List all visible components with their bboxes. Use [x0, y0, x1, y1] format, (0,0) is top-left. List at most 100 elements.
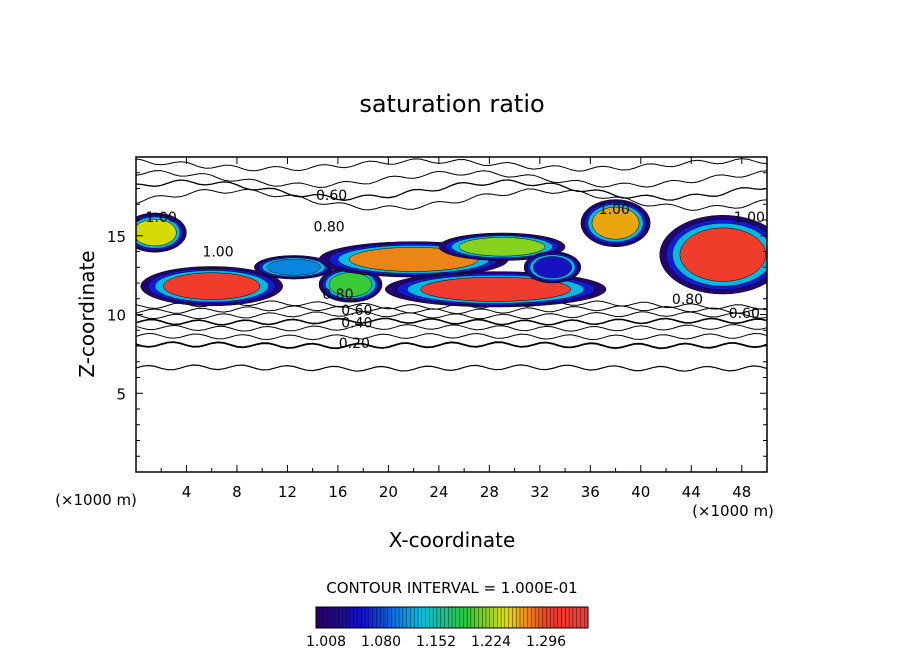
colorbar-frame	[315, 606, 589, 629]
colorbar-cell	[572, 606, 578, 629]
x-tick-label: 16	[328, 483, 347, 501]
y-tick-label: 10	[107, 307, 126, 325]
colorbar-cell	[342, 606, 347, 629]
colorbar-cell	[364, 606, 370, 629]
colorbar-tick-label: 1.224	[471, 634, 511, 650]
x-unit-left: (×1000 m)	[55, 491, 137, 509]
colorbar-cell	[455, 606, 461, 629]
contour-line	[136, 170, 767, 189]
colorbar-cell	[500, 606, 506, 629]
supersaturation-region	[163, 272, 261, 300]
colorbar-cell	[497, 606, 502, 629]
colorbar-cell	[553, 606, 559, 629]
colorbar-tick-label: 1.296	[526, 634, 566, 650]
colorbar-cell	[444, 606, 449, 629]
colorbar-cell	[315, 606, 321, 629]
colorbar-cell	[580, 606, 585, 629]
x-tick-label: 48	[732, 483, 751, 501]
colorbar-cell	[493, 606, 498, 629]
supersaturation-region	[679, 227, 766, 282]
colorbar-cell	[334, 606, 340, 629]
supersaturation-region	[420, 277, 572, 302]
contour-label: 0.20	[339, 336, 370, 352]
colorbar-cell	[527, 606, 532, 629]
colorbar-cell	[451, 606, 457, 629]
contour-line	[136, 324, 767, 332]
colorbar-cell	[353, 606, 359, 629]
colorbar-cell	[327, 606, 332, 629]
colorbar-cell	[504, 606, 510, 629]
colorbar-cell	[330, 606, 336, 629]
supersaturation-region	[591, 206, 640, 240]
colorbar-cell	[357, 606, 362, 629]
colorbar-cell	[470, 606, 476, 629]
colorbar-tick-label: 1.008	[306, 634, 346, 650]
y-tick-label: 5	[116, 385, 126, 403]
colorbar-cell	[568, 606, 574, 629]
colorbar-cell	[534, 606, 540, 629]
colorbar-cell	[429, 606, 434, 629]
colorbar-cell	[474, 606, 479, 629]
colorbar-cell	[376, 606, 381, 629]
contour-label: 1.00	[202, 245, 233, 261]
colorbar-cell	[338, 606, 343, 629]
colorbar-cell	[448, 606, 453, 629]
x-unit-right: (×1000 m)	[692, 502, 774, 520]
supersaturation-region	[136, 218, 177, 247]
contour-label: 0.80	[672, 292, 703, 308]
contour-label: 1.00	[734, 210, 765, 226]
x-tick-label: 24	[429, 483, 448, 501]
contour-label: 0.60	[316, 188, 347, 204]
colorbar-cell	[512, 606, 517, 629]
colorbar-cell	[372, 606, 377, 629]
colorbar: 1.008 1.080 1.152 1.224 1.296	[306, 606, 589, 650]
x-tick-label: 32	[530, 483, 549, 501]
colorbar-cell	[516, 606, 521, 629]
supersaturation-region	[458, 237, 546, 257]
colorbar-tick-label: 1.080	[361, 634, 401, 650]
colorbar-cell	[380, 606, 385, 629]
colorbar-tick-label: 1.152	[416, 634, 456, 650]
colorbar-cell	[349, 606, 355, 629]
colorbar-cell	[383, 606, 389, 629]
contour-label: 1.00	[146, 210, 177, 226]
supersaturation-region	[266, 258, 321, 276]
supersaturation-field	[136, 199, 767, 308]
colorbar-cell	[436, 606, 442, 629]
colorbar-cell	[550, 606, 555, 629]
y-tick-label: 15	[107, 228, 126, 246]
colorbar-cell	[421, 606, 427, 629]
contour-label: 0.80	[314, 219, 345, 235]
colorbar-cell	[361, 606, 366, 629]
colorbar-cell	[542, 606, 547, 629]
colorbar-cell	[402, 606, 408, 629]
contour-label: 1.00	[599, 202, 630, 218]
colorbar-cell	[538, 606, 544, 629]
colorbar-cell	[576, 606, 581, 629]
y-axis-label: Z-coordinate	[75, 250, 99, 377]
chart-title: saturation ratio	[359, 90, 544, 118]
colorbar-cell	[546, 606, 551, 629]
colorbar-cell	[391, 606, 396, 629]
contour-label: 0.80	[322, 287, 353, 303]
x-tick-label: 4	[182, 483, 192, 501]
contour-line	[136, 158, 767, 172]
colorbar-cell	[323, 606, 328, 629]
contour-labels: 0.600.801.001.001.00 1.000.800.600.400.20…	[146, 188, 765, 352]
colorbar-cell	[387, 606, 393, 629]
contour-line	[136, 317, 767, 326]
x-tick-label: 28	[480, 483, 499, 501]
colorbar-cell	[523, 606, 529, 629]
x-tick-label: 12	[278, 483, 297, 501]
contour-label: 0.40	[341, 315, 372, 331]
colorbar-cell	[346, 606, 351, 629]
colorbar-cell	[557, 606, 563, 629]
contour-line	[136, 179, 767, 201]
x-axis: 4 8 12 16 20 24 28 32 36 40 44 48	[160, 157, 751, 501]
colorbar-cell	[519, 606, 525, 629]
supersaturation-region	[532, 256, 573, 279]
colorbar-cell	[319, 606, 325, 629]
x-tick-label: 20	[379, 483, 398, 501]
colorbar-cell	[508, 606, 513, 629]
